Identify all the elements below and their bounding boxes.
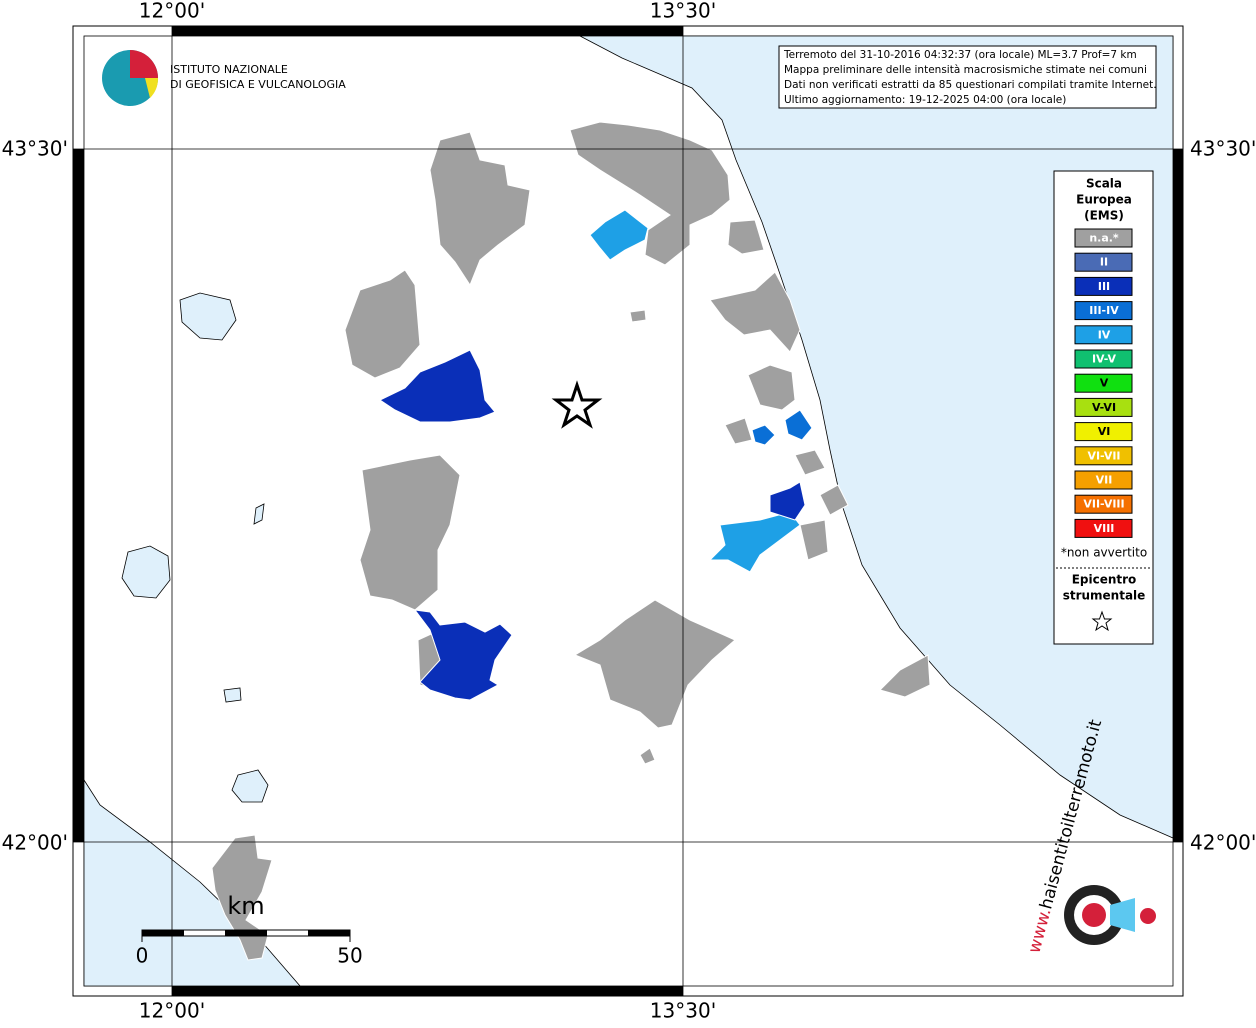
legend-swatch: [1074, 301, 1133, 321]
legend-label: III-IV: [1089, 304, 1119, 317]
legend: ScalaEuropea(EMS)n.a.*IIIIIIII-IVIVIV-VV…: [1056, 177, 1151, 632]
legend-label: VI: [1098, 425, 1111, 438]
legend-swatch: [1074, 470, 1133, 490]
legend-swatch: [1074, 494, 1133, 514]
legend-label: VI-VII: [1087, 449, 1120, 462]
lakes: [121, 292, 269, 803]
grid-label: 43°30': [1190, 137, 1256, 161]
legend-label: n.a.*: [1089, 232, 1119, 245]
scale-bar: km 0 50: [136, 892, 363, 968]
scale-tick: 0: [136, 944, 149, 968]
legend-title: (EMS): [1084, 209, 1124, 223]
legend-label: VII-VIII: [1083, 498, 1124, 511]
epicenter-star: [551, 380, 603, 429]
info-box: [778, 45, 1157, 109]
legend-label: V: [1100, 377, 1109, 390]
grid-label: 12°00': [139, 0, 205, 23]
institute-name: DI GEOFISICA E VULCANOLOGIA: [170, 78, 346, 91]
legend-label: VII: [1096, 474, 1113, 487]
legend-label: V-VI: [1092, 401, 1116, 414]
grid-label: 13°30': [650, 999, 716, 1023]
legend-swatch: [1074, 422, 1133, 442]
legend-label: VIII: [1094, 522, 1115, 535]
info-line: Dati non verificati estratti da 85 quest…: [784, 79, 1157, 91]
grid-label: 42°00': [2, 831, 68, 855]
legend-swatch: [1074, 518, 1133, 538]
grid-label: 13°30': [650, 0, 716, 23]
info-line: Ultimo aggiornamento: 19-12-2025 04:00 (…: [784, 94, 1066, 106]
grid-label: 43°30': [2, 137, 68, 161]
legend-title: Europea: [1076, 193, 1132, 207]
grid-label: 42°00': [1190, 831, 1256, 855]
legend-swatch: [1074, 373, 1133, 393]
legend-swatch: [1074, 252, 1133, 272]
legend-note: *non avvertito: [1061, 546, 1147, 560]
scale-unit: km: [227, 892, 264, 920]
legend-swatch: [1074, 397, 1133, 417]
legend-swatch: [1074, 325, 1133, 345]
sea: [579, 35, 1174, 839]
graticule: [73, 26, 1183, 996]
info-text: Terremoto del 31-10-2016 04:32:37 (ora l…: [783, 49, 1157, 106]
legend-swatch: [1074, 349, 1133, 369]
legend-label: III: [1098, 280, 1110, 293]
legend-label: IV-V: [1092, 353, 1117, 366]
institute-logo: ISTITUTO NAZIONALE DI GEOFISICA E VULCAN…: [102, 50, 346, 106]
legend-swatch: [1074, 228, 1133, 248]
legend-epicenter: Epicentro: [1072, 573, 1137, 587]
institute-name: ISTITUTO NAZIONALE: [170, 63, 288, 76]
info-line: Mappa preliminare delle intensità macros…: [784, 64, 1147, 76]
legend-label: IV: [1098, 328, 1111, 341]
legend-star: [1091, 610, 1113, 632]
legend-title: Scala: [1086, 177, 1122, 191]
legend-epicenter: strumentale: [1063, 589, 1146, 603]
legend-swatch: [1074, 446, 1133, 466]
municipalities: [211, 121, 931, 961]
legend-swatch: [1074, 276, 1133, 296]
frame-bars: [73, 26, 1183, 996]
info-line: Terremoto del 31-10-2016 04:32:37 (ora l…: [783, 49, 1137, 61]
legend-label: II: [1100, 256, 1108, 269]
scale-tick: 50: [337, 944, 362, 968]
grid-label: 12°00': [139, 999, 205, 1023]
